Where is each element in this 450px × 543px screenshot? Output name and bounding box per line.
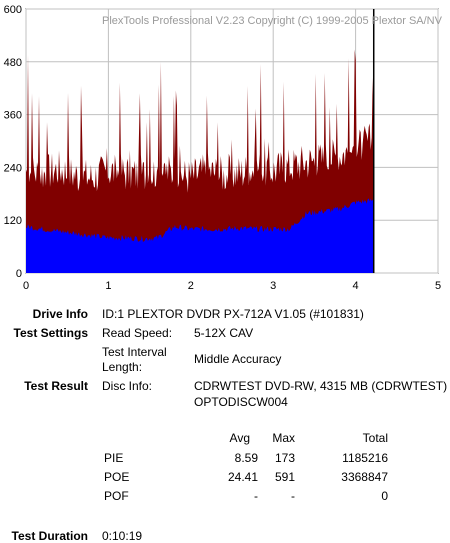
stats-row-avg: 8.59 — [234, 451, 258, 465]
stats-header-avg: Avg — [229, 431, 250, 445]
watermark-text: PlexTools Professional V2.23 Copyright (… — [102, 15, 443, 27]
y-tick-label: 600 — [4, 4, 22, 16]
y-tick-label: 0 — [16, 268, 22, 280]
x-tick-label: 5 — [435, 280, 441, 292]
read-speed-label: Read Speed: — [102, 326, 173, 340]
drive-info-value: ID:1 PLEXTOR DVDR PX-712A V1.05 (#101831… — [102, 307, 364, 321]
read-speed-value: 5-12X CAV — [194, 326, 254, 340]
x-tick-label: 1 — [105, 280, 111, 292]
x-tick-label: 4 — [353, 280, 359, 292]
y-tick-label: 240 — [4, 162, 22, 174]
stats-row-max: 173 — [274, 451, 295, 465]
y-tick-label: 480 — [4, 57, 22, 69]
y-axis-tick-labels: 0 120 240 360 480 600 — [4, 4, 22, 280]
stats-header-total: Total — [362, 431, 388, 445]
pie-poe-chart: PlexTools Professional V2.23 Copyright (… — [4, 4, 443, 292]
test-result-label: Test Result — [24, 379, 88, 393]
stats-row-name: POF — [104, 489, 129, 503]
drive-info-label: Drive Info — [32, 307, 88, 321]
stats-row-total: 3368847 — [341, 470, 388, 484]
stats-header-max: Max — [272, 431, 295, 445]
series-area — [26, 49, 374, 273]
stats-row-total: 0 — [381, 489, 388, 503]
stats-row-avg: - — [254, 489, 258, 503]
stats-row-avg: 24.41 — [227, 470, 258, 484]
stats-row-name: POE — [104, 470, 130, 484]
test-interval-label-line1: Test Interval — [102, 345, 167, 359]
test-settings-label: Test Settings — [13, 326, 88, 340]
disc-info-value-line1: CDRWTEST DVD-RW, 4315 MB (CDRWTEST) — [194, 379, 448, 393]
stats-row-name: PIE — [104, 451, 124, 465]
series-area — [26, 198, 374, 273]
x-tick-label: 0 — [23, 280, 29, 292]
stats-row-max: - — [291, 489, 295, 503]
test-interval-label-line2: Length: — [102, 360, 143, 374]
x-tick-label: 2 — [188, 280, 194, 292]
stats-row-total: 1185216 — [342, 451, 388, 465]
disc-info-value-line2: OPTODISCW004 — [194, 395, 288, 409]
test-duration-value: 0:10:19 — [102, 529, 143, 543]
stats-row-max: 591 — [274, 470, 295, 484]
test-interval-value: Middle Accuracy — [194, 352, 282, 366]
x-axis-tick-labels: 0 1 2 3 4 5 — [23, 280, 441, 292]
series-layer — [26, 9, 375, 273]
disc-info-label: Disc Info: — [102, 379, 153, 393]
y-tick-label: 360 — [4, 110, 22, 122]
test-duration-label: Test Duration — [11, 529, 88, 543]
y-tick-label: 120 — [4, 215, 22, 227]
x-tick-label: 3 — [270, 280, 276, 292]
